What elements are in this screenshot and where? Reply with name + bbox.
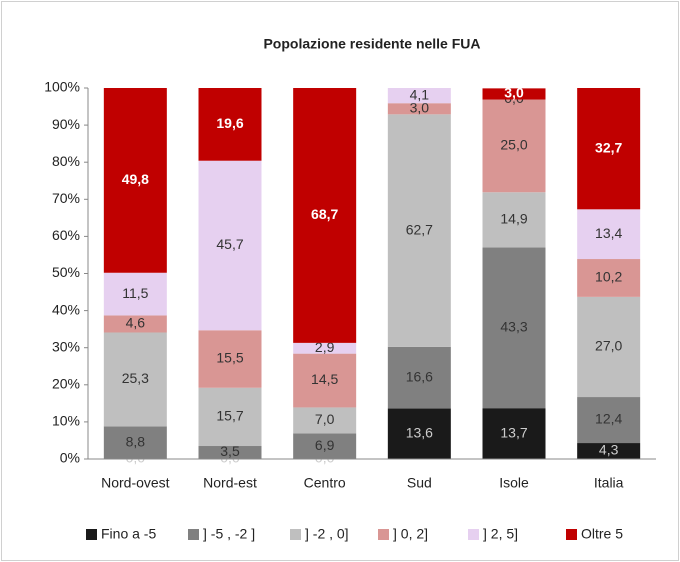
x-tick-label: Centro [304,475,346,491]
x-tick-label: Sud [407,475,432,491]
y-tick-label: 40% [52,301,80,317]
bar-segment [198,446,262,459]
legend-label: ] -2 , 0] [305,526,349,542]
bar-segment [577,88,641,210]
data-label: 16,6 [406,368,433,384]
data-label: 7,0 [315,411,335,427]
bar-segment [293,407,357,434]
data-label: 15,5 [216,350,243,366]
legend-label: ] 2, 5] [483,526,518,542]
y-tick-label: 20% [52,376,80,392]
data-label: 27,0 [595,338,622,354]
bar-segment [482,408,546,459]
data-label: 68,7 [311,206,338,222]
legend-label: Fino a -5 [101,526,156,542]
data-label: 6,9 [315,437,335,453]
bar-segment [482,99,546,193]
legend-label: ] -5 , -2 ] [203,526,255,542]
data-label: 4,3 [599,442,619,458]
bar-segment [482,247,546,409]
y-tick-label: 100% [44,79,80,95]
data-label: 25,3 [122,370,149,386]
data-label: 62,7 [406,221,433,237]
x-tick-label: Nord-est [203,475,257,491]
data-label: 14,5 [311,371,338,387]
data-label: 13,6 [406,424,433,440]
legend-swatch [566,529,577,540]
data-label: 43,3 [500,319,527,335]
data-label: 8,8 [126,433,146,449]
data-label: 32,7 [595,139,622,155]
data-label: 13,7 [500,424,527,440]
y-tick-label: 10% [52,413,80,429]
data-label: 3,0 [410,99,430,115]
bar-segment [293,433,357,459]
bar-segment [103,272,167,316]
y-tick-label: 0% [60,450,80,466]
data-label: 15,7 [216,408,243,424]
bar-segment [387,88,451,104]
bar-segment [577,397,641,444]
data-label: 14,9 [500,211,527,227]
data-label: 10,2 [595,269,622,285]
data-label: 11,5 [122,285,148,301]
legend-swatch [290,529,301,540]
y-tick-label: 60% [52,227,80,243]
bar-segment [198,160,262,331]
y-tick-label: 80% [52,153,80,169]
bar-segment [103,426,167,459]
bar-segment [198,387,262,447]
data-label: 19,6 [216,115,243,131]
y-tick-label: 70% [52,190,80,206]
data-label: 45,7 [216,236,243,252]
bar-segment [577,443,641,459]
bar-segment [293,88,357,343]
data-label: 49,8 [122,171,149,187]
bar-segment [198,330,262,388]
bar-segment [577,259,641,297]
legend-swatch [378,529,389,540]
bar-segment [103,315,167,333]
data-label: 4,1 [410,86,430,102]
bar-segment [387,114,451,347]
bar-segment [482,192,546,248]
y-tick-label: 30% [52,338,80,354]
y-tick-label: 50% [52,264,80,280]
bar-segment [387,346,451,409]
data-label: 3,0 [504,85,524,101]
bar-segment [387,408,451,459]
data-label: 3,5 [220,443,240,459]
legend-label: Oltre 5 [581,526,623,542]
x-tick-label: Isole [499,475,529,491]
bar-segment [103,332,167,427]
chart-title: Popolazione residente nelle FUA [263,36,480,52]
bar-segment [198,88,262,161]
bar-segment [577,296,641,398]
data-label: 25,0 [500,137,527,153]
legend-swatch [468,529,479,540]
legend-swatch [86,529,97,540]
x-tick-label: Nord-ovest [101,475,170,491]
x-tick-label: Italia [594,475,624,491]
bar-segment [577,209,641,260]
bar-segment [482,88,546,100]
data-label: 12,4 [595,411,622,427]
data-label: 13,4 [595,225,622,241]
bar-segment [103,88,167,273]
bar-segment [293,342,357,354]
bar-segment [293,353,357,408]
data-label: 2,9 [315,339,335,355]
legend-swatch [188,529,199,540]
bar-segment [387,103,451,115]
legend-label: ] 0, 2] [393,526,428,542]
y-tick-label: 90% [52,116,80,132]
data-label: 4,6 [126,315,146,331]
